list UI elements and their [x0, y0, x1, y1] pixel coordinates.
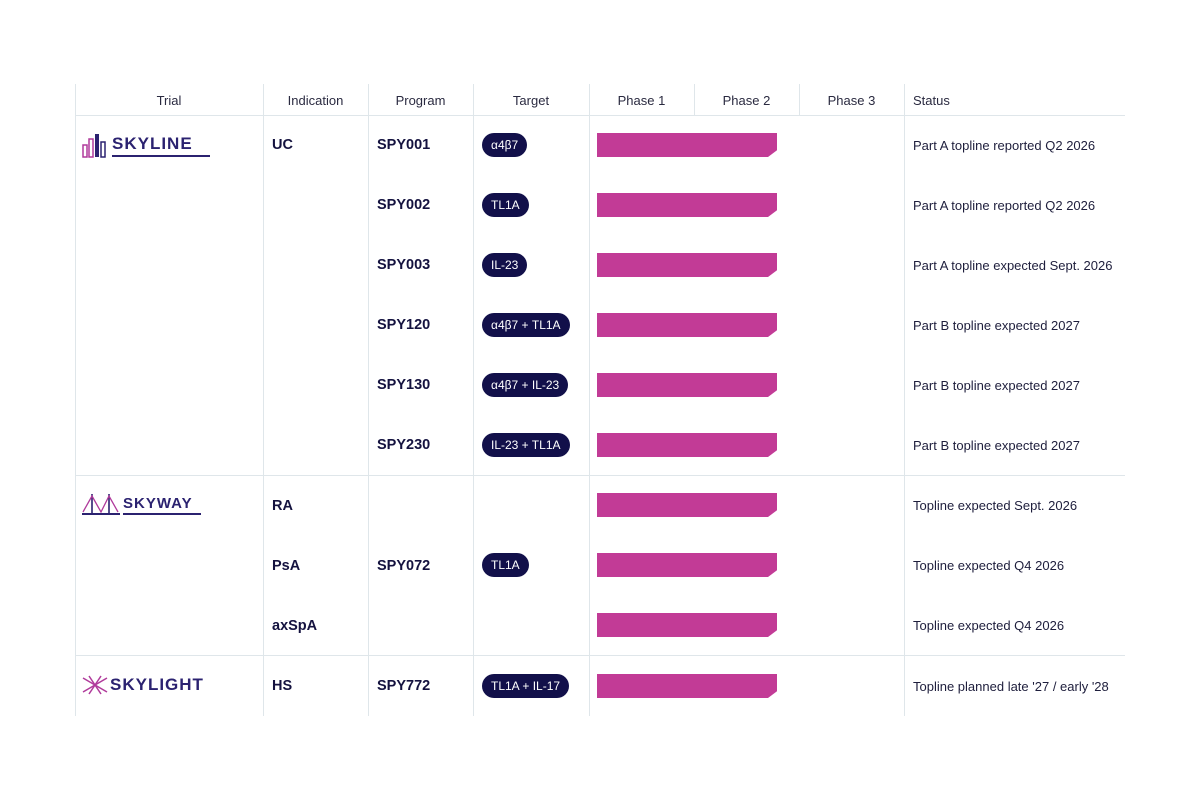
phase-progress-bar	[597, 373, 777, 397]
program-cell: SPY002	[377, 197, 431, 213]
skylight-logo: SKYLIGHT	[82, 675, 204, 695]
program-cell: SPY120	[377, 317, 431, 333]
indication-cell: axSpA	[272, 618, 318, 634]
target-pill: α4β7 + IL-23	[482, 373, 569, 397]
indication-cell: HS	[272, 678, 293, 694]
status-cell: Topline expected Q4 2026	[913, 558, 1065, 573]
target-pill: TL1A	[482, 193, 529, 217]
phase-progress-bar	[597, 253, 777, 277]
header-phase-2: Phase 2	[722, 92, 771, 108]
skyline-logo-text: SKYLINE	[112, 133, 193, 153]
phase-progress-bar	[597, 133, 777, 157]
target-pill: α4β7	[482, 133, 528, 157]
header-program: Program	[395, 92, 446, 108]
skyline-logo: SKYLINE	[82, 132, 210, 158]
phase-progress-bar	[597, 433, 777, 457]
phase-progress-bar	[597, 313, 777, 337]
phase-progress-bar	[597, 613, 777, 637]
phase-progress-bar	[597, 193, 777, 217]
program-cell: SPY072	[377, 558, 431, 574]
column-divider	[368, 84, 369, 716]
target-pill: α4β7 + TL1A	[482, 313, 570, 337]
phase-progress-bar	[597, 674, 777, 698]
skyway-logo: SKYWAY	[82, 492, 201, 518]
skyline-buildings-icon	[82, 134, 106, 158]
status-cell: Part B topline expected 2027	[913, 438, 1080, 453]
column-divider	[904, 84, 905, 716]
status-cell: Topline planned late '27 / early '28	[913, 679, 1109, 694]
program-cell: SPY130	[377, 377, 431, 393]
header-trial: Trial	[156, 92, 182, 108]
status-cell: Part B topline expected 2027	[913, 378, 1080, 393]
status-cell: Topline expected Q4 2026	[913, 618, 1065, 633]
indication-cell: UC	[272, 137, 293, 153]
header-indication: Indication	[287, 92, 344, 108]
phase-progress-bar	[597, 493, 777, 517]
target-pill: IL-23	[482, 253, 528, 277]
skylight-logo-text: SKYLIGHT	[110, 675, 204, 694]
header-target: Target	[512, 92, 550, 108]
program-cell: SPY003	[377, 257, 431, 273]
target-pill: IL-23 + TL1A	[482, 433, 570, 457]
status-cell: Topline expected Sept. 2026	[913, 498, 1078, 513]
status-cell: Part A topline reported Q2 2026	[913, 198, 1096, 213]
header-phase-1: Phase 1	[617, 92, 666, 108]
status-cell: Part B topline expected 2027	[913, 318, 1080, 333]
header-phase-3: Phase 3	[827, 92, 876, 108]
column-divider	[75, 84, 76, 716]
column-divider	[589, 84, 590, 716]
header-divider	[75, 115, 1125, 116]
column-divider	[694, 84, 695, 116]
target-pill: TL1A + IL-17	[482, 674, 570, 698]
column-divider	[799, 84, 800, 116]
header-status: Status	[913, 92, 950, 108]
status-cell: Part A topline expected Sept. 2026	[913, 258, 1113, 273]
status-cell: Part A topline reported Q2 2026	[913, 138, 1096, 153]
skyway-logo-text: SKYWAY	[123, 495, 193, 512]
column-divider	[263, 84, 264, 716]
program-cell: SPY001	[377, 137, 431, 153]
column-divider	[473, 84, 474, 716]
trial-divider	[75, 475, 1125, 476]
bridge-icon	[82, 494, 120, 515]
light-rays-icon	[82, 675, 108, 695]
phase-progress-bar	[597, 553, 777, 577]
trial-divider	[75, 655, 1125, 656]
indication-cell: PsA	[272, 558, 301, 574]
indication-cell: RA	[272, 498, 293, 514]
program-cell: SPY230	[377, 437, 431, 453]
program-cell: SPY772	[377, 678, 431, 694]
target-pill: TL1A	[482, 553, 529, 577]
